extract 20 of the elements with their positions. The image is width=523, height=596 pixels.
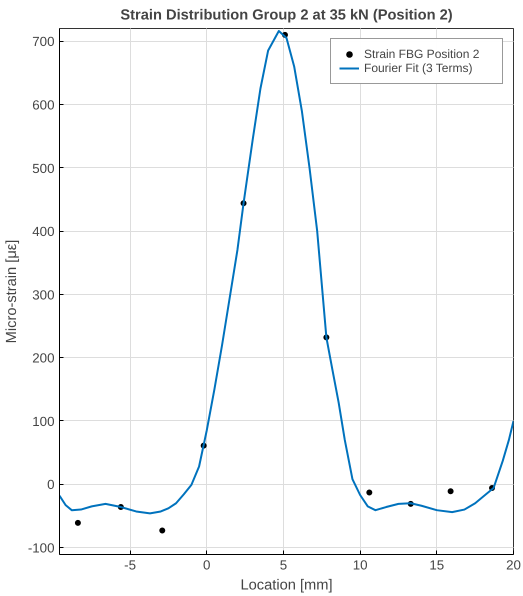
y-tick-label: 400: [32, 224, 55, 240]
x-axis-title: Location [mm]: [240, 578, 333, 594]
x-tick-label: 20: [506, 558, 521, 572]
chart-title: Strain Distribution Group 2 at 35 kN (Position 2): [120, 8, 453, 24]
y-tick-label: 0: [47, 477, 55, 492]
y-tick-label: 100: [32, 414, 55, 429]
y-tick-label: 300: [32, 287, 55, 302]
y-tick-label: 200: [32, 350, 55, 366]
y-tick-label: -100: [28, 540, 55, 556]
legend-label: Fourier Fit (3 Terms): [364, 61, 474, 75]
legend-label: Strain FBG Position 2: [364, 47, 480, 61]
x-tick-label: 15: [429, 558, 444, 572]
y-tick-label: 700: [32, 34, 55, 50]
y-tick-label: 500: [32, 160, 55, 176]
x-tick-label: -5: [124, 558, 136, 572]
x-tick-label: 5: [280, 558, 288, 572]
y-tick-label: 600: [32, 97, 55, 112]
x-tick-label: 0: [203, 558, 210, 572]
x-tick-label: 10: [352, 558, 368, 572]
y-axis-title: Micro-strain [με]: [4, 240, 20, 344]
